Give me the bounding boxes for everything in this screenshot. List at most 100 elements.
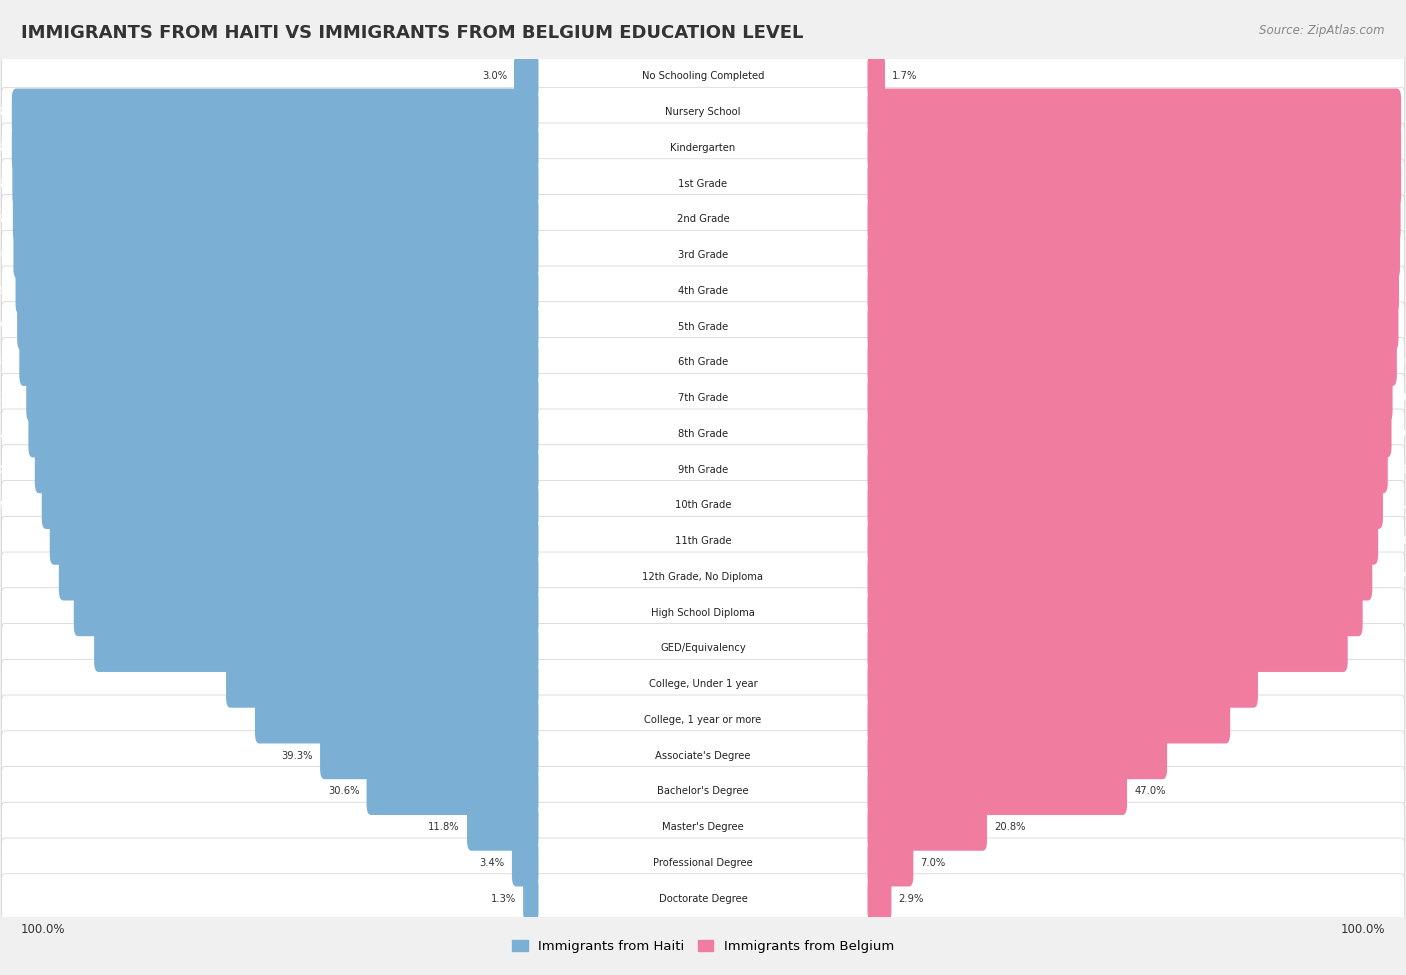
FancyBboxPatch shape — [42, 482, 538, 529]
Text: 96.0%: 96.0% — [0, 322, 10, 332]
Text: 100.0%: 100.0% — [21, 923, 66, 936]
Text: 4th Grade: 4th Grade — [678, 286, 728, 295]
FancyBboxPatch shape — [1, 731, 1405, 780]
Text: 95.8%: 95.8% — [1395, 465, 1406, 475]
FancyBboxPatch shape — [11, 124, 538, 172]
FancyBboxPatch shape — [49, 518, 538, 565]
FancyBboxPatch shape — [1, 88, 1405, 136]
FancyBboxPatch shape — [94, 625, 538, 672]
Text: 96.3%: 96.3% — [0, 286, 8, 295]
FancyBboxPatch shape — [868, 696, 1230, 744]
FancyBboxPatch shape — [28, 410, 538, 457]
FancyBboxPatch shape — [1, 195, 1405, 244]
Text: 2.9%: 2.9% — [898, 894, 924, 904]
Text: 20.8%: 20.8% — [994, 822, 1025, 832]
Text: Doctorate Degree: Doctorate Degree — [658, 894, 748, 904]
Text: 1st Grade: 1st Grade — [679, 178, 727, 188]
FancyBboxPatch shape — [1, 659, 1405, 709]
FancyBboxPatch shape — [27, 374, 538, 422]
FancyBboxPatch shape — [1, 802, 1405, 852]
Text: 7th Grade: 7th Grade — [678, 393, 728, 403]
FancyBboxPatch shape — [467, 803, 538, 851]
Text: 91.1%: 91.1% — [1369, 607, 1405, 617]
FancyBboxPatch shape — [11, 89, 538, 136]
FancyBboxPatch shape — [1, 552, 1405, 602]
Text: 92.9%: 92.9% — [1379, 572, 1406, 582]
FancyBboxPatch shape — [868, 839, 914, 886]
Text: 88.2%: 88.2% — [17, 572, 52, 582]
Text: 39.3%: 39.3% — [281, 751, 314, 760]
FancyBboxPatch shape — [868, 803, 987, 851]
Text: 10th Grade: 10th Grade — [675, 500, 731, 510]
Text: 8th Grade: 8th Grade — [678, 429, 728, 439]
FancyBboxPatch shape — [1, 302, 1405, 351]
Text: 11th Grade: 11th Grade — [675, 536, 731, 546]
FancyBboxPatch shape — [868, 767, 1128, 815]
Text: High School Diploma: High School Diploma — [651, 607, 755, 617]
FancyBboxPatch shape — [20, 338, 538, 386]
FancyBboxPatch shape — [1, 624, 1405, 673]
Text: 92.7%: 92.7% — [0, 465, 28, 475]
Text: Master's Degree: Master's Degree — [662, 822, 744, 832]
FancyBboxPatch shape — [868, 338, 1396, 386]
Text: College, Under 1 year: College, Under 1 year — [648, 680, 758, 689]
FancyBboxPatch shape — [1, 123, 1405, 173]
FancyBboxPatch shape — [1, 874, 1405, 923]
FancyBboxPatch shape — [868, 374, 1392, 422]
FancyBboxPatch shape — [1, 766, 1405, 816]
FancyBboxPatch shape — [868, 124, 1402, 172]
Text: 3.4%: 3.4% — [479, 858, 505, 868]
FancyBboxPatch shape — [868, 53, 884, 100]
Text: Associate's Degree: Associate's Degree — [655, 751, 751, 760]
Text: 96.9%: 96.9% — [0, 178, 6, 188]
FancyBboxPatch shape — [868, 303, 1399, 350]
FancyBboxPatch shape — [868, 875, 891, 922]
FancyBboxPatch shape — [515, 53, 538, 100]
FancyBboxPatch shape — [868, 446, 1388, 493]
Text: No Schooling Completed: No Schooling Completed — [641, 71, 765, 81]
FancyBboxPatch shape — [868, 267, 1399, 315]
Text: 5th Grade: 5th Grade — [678, 322, 728, 332]
Text: 96.7%: 96.7% — [1399, 393, 1406, 403]
Text: Kindergarten: Kindergarten — [671, 143, 735, 153]
FancyBboxPatch shape — [367, 767, 538, 815]
Text: 1.3%: 1.3% — [491, 894, 516, 904]
Text: 56.9%: 56.9% — [184, 680, 219, 689]
Text: 89.9%: 89.9% — [8, 536, 42, 546]
Text: 2nd Grade: 2nd Grade — [676, 214, 730, 224]
Text: 81.6%: 81.6% — [52, 644, 87, 653]
FancyBboxPatch shape — [868, 518, 1378, 565]
FancyBboxPatch shape — [512, 839, 538, 886]
Text: 97.0%: 97.0% — [0, 143, 4, 153]
FancyBboxPatch shape — [254, 696, 538, 744]
FancyBboxPatch shape — [868, 89, 1402, 136]
Legend: Immigrants from Haiti, Immigrants from Belgium: Immigrants from Haiti, Immigrants from B… — [506, 935, 900, 958]
Text: Professional Degree: Professional Degree — [654, 858, 752, 868]
Text: 96.5%: 96.5% — [1399, 429, 1406, 439]
FancyBboxPatch shape — [1, 517, 1405, 565]
Text: 94.0%: 94.0% — [1385, 536, 1406, 546]
Text: 66.3%: 66.3% — [1237, 715, 1272, 724]
Text: 97.5%: 97.5% — [1403, 358, 1406, 368]
FancyBboxPatch shape — [868, 160, 1402, 208]
FancyBboxPatch shape — [14, 231, 538, 279]
Text: 9th Grade: 9th Grade — [678, 465, 728, 475]
Text: 7.0%: 7.0% — [921, 858, 946, 868]
Text: College, 1 year or more: College, 1 year or more — [644, 715, 762, 724]
FancyBboxPatch shape — [226, 660, 538, 708]
FancyBboxPatch shape — [13, 160, 538, 208]
Text: 11.8%: 11.8% — [429, 822, 460, 832]
FancyBboxPatch shape — [868, 231, 1400, 279]
Text: 1.7%: 1.7% — [891, 71, 918, 81]
FancyBboxPatch shape — [523, 875, 538, 922]
FancyBboxPatch shape — [15, 267, 538, 315]
FancyBboxPatch shape — [868, 732, 1167, 779]
Text: 97.0%: 97.0% — [0, 107, 4, 117]
Text: 94.9%: 94.9% — [1391, 500, 1406, 510]
Text: 12th Grade, No Diploma: 12th Grade, No Diploma — [643, 572, 763, 582]
Text: Source: ZipAtlas.com: Source: ZipAtlas.com — [1260, 24, 1385, 37]
Text: 71.5%: 71.5% — [1265, 680, 1301, 689]
FancyBboxPatch shape — [868, 553, 1372, 601]
FancyBboxPatch shape — [1, 337, 1405, 387]
FancyBboxPatch shape — [1, 445, 1405, 494]
